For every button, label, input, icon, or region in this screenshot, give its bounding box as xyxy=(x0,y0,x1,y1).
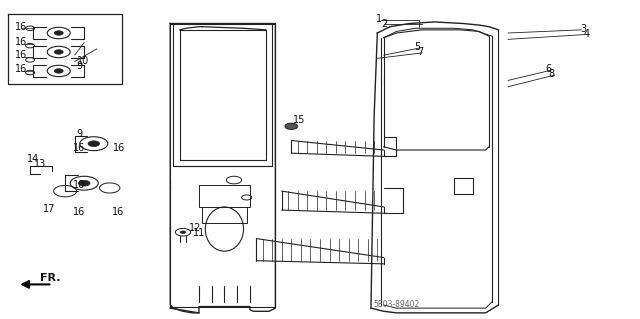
Text: 15: 15 xyxy=(293,115,306,125)
Circle shape xyxy=(180,231,186,234)
Circle shape xyxy=(54,31,63,35)
Text: 14: 14 xyxy=(27,154,39,165)
Text: 11: 11 xyxy=(193,228,205,238)
Text: 13: 13 xyxy=(34,159,46,169)
Text: 16: 16 xyxy=(73,143,85,153)
Text: 5: 5 xyxy=(414,42,420,52)
Text: 7: 7 xyxy=(417,47,424,57)
Text: 12: 12 xyxy=(189,223,202,233)
Circle shape xyxy=(285,123,298,130)
Text: 8: 8 xyxy=(548,69,554,79)
Text: 3: 3 xyxy=(580,24,586,34)
Text: 5E03-89402: 5E03-89402 xyxy=(373,300,420,309)
Text: 16: 16 xyxy=(15,22,28,32)
Circle shape xyxy=(54,69,63,73)
Text: 16: 16 xyxy=(73,207,85,217)
Text: FR.: FR. xyxy=(40,273,60,283)
Text: 16: 16 xyxy=(113,143,125,153)
Text: 16: 16 xyxy=(111,207,124,217)
Text: 9: 9 xyxy=(77,61,83,71)
Circle shape xyxy=(79,180,90,186)
Text: 17: 17 xyxy=(43,204,56,214)
Text: 10: 10 xyxy=(73,180,85,190)
Circle shape xyxy=(54,50,63,54)
Text: 16: 16 xyxy=(15,37,28,47)
Text: 16: 16 xyxy=(15,64,28,74)
Circle shape xyxy=(88,141,100,146)
Text: 9: 9 xyxy=(77,129,83,138)
Text: 16: 16 xyxy=(15,49,28,60)
Text: 4: 4 xyxy=(583,29,589,39)
Text: 2: 2 xyxy=(381,19,387,29)
Text: 10: 10 xyxy=(77,56,89,66)
Text: 6: 6 xyxy=(545,64,551,74)
Text: 1: 1 xyxy=(376,14,382,24)
